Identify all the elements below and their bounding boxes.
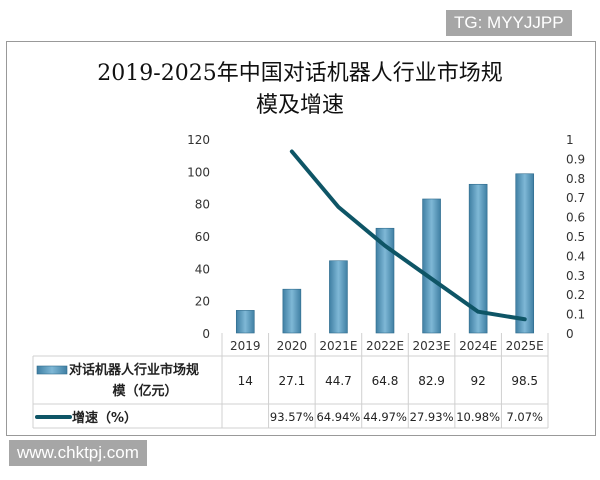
right-tick-label: 0.9: [566, 152, 585, 166]
right-tick-label: 0.3: [566, 269, 585, 283]
category-label: 2025E: [506, 339, 544, 353]
title-line-1: 2019-2025年中国对话机器人行业市场规: [97, 61, 503, 86]
growth-value-label: 93.57%: [270, 410, 314, 424]
right-tick-label: 0.1: [566, 308, 585, 322]
bar-value-label: 27.1: [278, 374, 305, 388]
bar-value-label: 92: [471, 374, 486, 388]
growth-value-label: 27.93%: [410, 410, 454, 424]
category-label: 2023E: [413, 339, 451, 353]
bar: [282, 288, 302, 334]
watermark-bottom: www.chktpj.com: [9, 440, 147, 466]
right-tick-label: 0.4: [566, 249, 585, 263]
legend-bar-label-2: 模（亿元）: [112, 383, 177, 399]
bar: [375, 227, 395, 334]
bar-value-label: 44.7: [325, 374, 352, 388]
growth-value-label: 64.94%: [316, 410, 360, 424]
bar-value-label: 14: [238, 374, 253, 388]
category-label: 2021E: [319, 339, 357, 353]
legend-bar-swatch: [36, 365, 68, 375]
watermark-top: TG: MYYJJPP: [446, 10, 572, 36]
left-tick-label: 0: [202, 327, 210, 341]
right-tick-label: 0.6: [566, 211, 585, 225]
bar: [235, 310, 255, 334]
bar: [515, 173, 535, 334]
category-label: 2022E: [366, 339, 404, 353]
growth-value-label: 7.07%: [506, 410, 543, 424]
legend-line-label: 增速（%）: [72, 410, 137, 426]
bar-value-label: 64.8: [372, 374, 399, 388]
right-tick-label: 0.2: [566, 288, 585, 302]
left-tick-label: 120: [187, 133, 210, 147]
left-tick-label: 60: [195, 230, 210, 244]
chart-frame: [6, 41, 596, 436]
right-tick-label: 0.5: [566, 230, 585, 244]
left-tick-label: 40: [195, 262, 210, 276]
category-label: 2020: [277, 339, 308, 353]
bar-value-label: 98.5: [511, 374, 538, 388]
left-tick-label: 100: [187, 165, 210, 179]
left-tick-label: 80: [195, 198, 210, 212]
chart-title: 2019-2025年中国对话机器人行业市场规 模及增速: [0, 58, 600, 122]
right-tick-label: 0: [566, 327, 574, 341]
bar: [422, 198, 441, 334]
legend-bar-label-1: 对话机器人行业市场规: [69, 362, 199, 378]
category-label: 2019: [230, 339, 261, 353]
bar: [468, 183, 488, 334]
bar-value-label: 82.9: [418, 374, 445, 388]
growth-value-label: 10.98%: [456, 410, 500, 424]
growth-line: [289, 149, 527, 322]
right-tick-label: 0.8: [566, 172, 585, 186]
right-tick-label: 0.7: [566, 191, 585, 205]
title-line-2: 模及增速: [255, 93, 344, 118]
category-label: 2024E: [459, 339, 497, 353]
right-tick-label: 1: [566, 133, 574, 147]
growth-value-label: 44.97%: [363, 410, 407, 424]
left-tick-label: 20: [195, 295, 210, 309]
bar: [329, 260, 348, 334]
